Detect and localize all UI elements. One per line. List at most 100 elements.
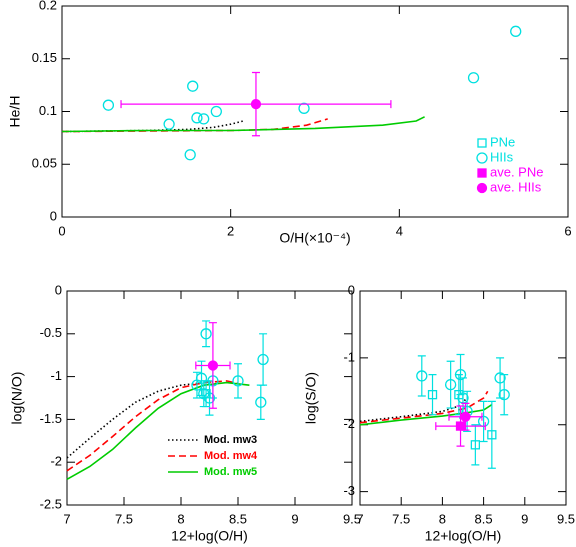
y-error-bar — [259, 333, 268, 386]
model-line — [61, 120, 244, 133]
marker — [470, 440, 481, 450]
marker — [201, 389, 211, 399]
marker — [510, 25, 522, 37]
y-error-bar — [234, 363, 242, 399]
marker — [198, 113, 210, 125]
marker — [255, 396, 267, 408]
marker — [232, 375, 244, 387]
model-line — [359, 404, 493, 426]
marker — [298, 102, 310, 114]
y-tick-label: -3 — [343, 483, 355, 498]
marker — [184, 149, 196, 161]
x-tick-label: 8 — [439, 511, 446, 526]
axes-frame — [359, 290, 567, 506]
x-tick-label: 7.5 — [115, 511, 133, 526]
y-tick-label: 0 — [55, 282, 62, 297]
legend-label: Mod. mw4 — [204, 450, 258, 462]
y-error-bar — [202, 380, 211, 408]
x-tick-label: 8.5 — [229, 511, 247, 526]
marker — [416, 370, 428, 382]
marker — [163, 118, 175, 130]
y-error-bar — [417, 355, 426, 397]
y-tick-label: 0 — [348, 282, 355, 297]
x-tick-label: 9.5 — [557, 511, 575, 526]
legend-marker — [477, 168, 487, 178]
y-error-bar — [487, 400, 496, 469]
y-tick-label: 0.15 — [32, 50, 57, 65]
y-error-bar — [256, 384, 265, 420]
legend-label: Mod. mw5 — [204, 466, 257, 478]
legend-label: Mod. mw3 — [204, 434, 257, 446]
x-axis-label: 12+log(O/H) — [171, 528, 248, 544]
y-tick-label: -2 — [50, 454, 62, 469]
marker — [191, 379, 203, 391]
x-tick-label: 9.5 — [343, 511, 361, 526]
marker — [455, 421, 466, 431]
legend-marker — [476, 182, 488, 194]
model-line — [359, 390, 489, 424]
marker — [498, 389, 510, 401]
x-tick-label: 7 — [356, 511, 363, 526]
marker — [198, 388, 210, 400]
legend-label: ave. PNe — [490, 164, 543, 179]
marker — [257, 353, 269, 366]
x-tick-label: 6 — [564, 223, 571, 238]
model-line — [61, 116, 425, 133]
y-tick-label: -2 — [343, 416, 355, 431]
marker — [191, 112, 203, 124]
model-line — [66, 381, 250, 480]
x-tick-label: 8 — [177, 511, 184, 526]
y-axis-label: He/H — [7, 96, 23, 128]
legend-marker — [476, 152, 488, 164]
y-error-bar — [428, 373, 437, 416]
marker — [207, 360, 219, 371]
x-tick-label: 0 — [58, 223, 65, 238]
y-tick-label: -1.5 — [40, 411, 62, 426]
marker — [200, 328, 212, 340]
y-tick-label: 0 — [50, 208, 57, 223]
x-axis-label: 12+log(O/H) — [425, 528, 502, 544]
x-tick-label: 9 — [521, 511, 528, 526]
y-error-bar — [202, 320, 211, 348]
model-line — [66, 380, 216, 459]
axes-frame — [66, 290, 353, 506]
y-error-bar — [446, 360, 455, 409]
marker — [467, 72, 480, 84]
y-tick-label: -2.5 — [40, 496, 62, 511]
marker — [494, 372, 506, 384]
y-tick-label: -1 — [343, 349, 355, 364]
x-tick-label: 7.5 — [392, 511, 410, 526]
x-tick-label: 9 — [291, 511, 298, 526]
y-error-bar — [471, 424, 480, 466]
y-axis-label: log(S/O) — [303, 372, 319, 424]
legend-label: HIIs — [490, 149, 514, 164]
marker — [487, 430, 497, 440]
x-tick-label: 4 — [396, 223, 403, 238]
marker — [427, 390, 438, 400]
marker — [102, 99, 115, 111]
y-error-bar — [463, 390, 472, 433]
y-tick-label: 0.05 — [32, 156, 57, 171]
model-line — [66, 380, 239, 472]
y-axis-label: log(N/O) — [9, 372, 25, 425]
legend-marker — [477, 138, 487, 148]
x-axis-label: O/H(×10⁻⁴) — [279, 230, 350, 246]
y-tick-label: 0.1 — [39, 103, 57, 118]
y-tick-label: 0.2 — [39, 0, 57, 12]
marker — [210, 105, 222, 118]
x-tick-label: 2 — [227, 223, 234, 238]
marker — [460, 411, 471, 422]
y-tick-label: -0.5 — [40, 325, 62, 340]
legend-label: ave. HIIs — [490, 179, 542, 194]
marker — [250, 98, 262, 110]
marker — [454, 390, 464, 400]
y-error-bar — [479, 400, 488, 443]
x-tick-label: 7 — [63, 511, 70, 526]
marker — [444, 378, 457, 391]
y-error-bar — [500, 373, 509, 416]
x-tick-label: 8.5 — [475, 511, 493, 526]
y-error-bar — [192, 371, 201, 399]
y-tick-label: -1 — [50, 368, 62, 383]
marker — [187, 80, 199, 92]
